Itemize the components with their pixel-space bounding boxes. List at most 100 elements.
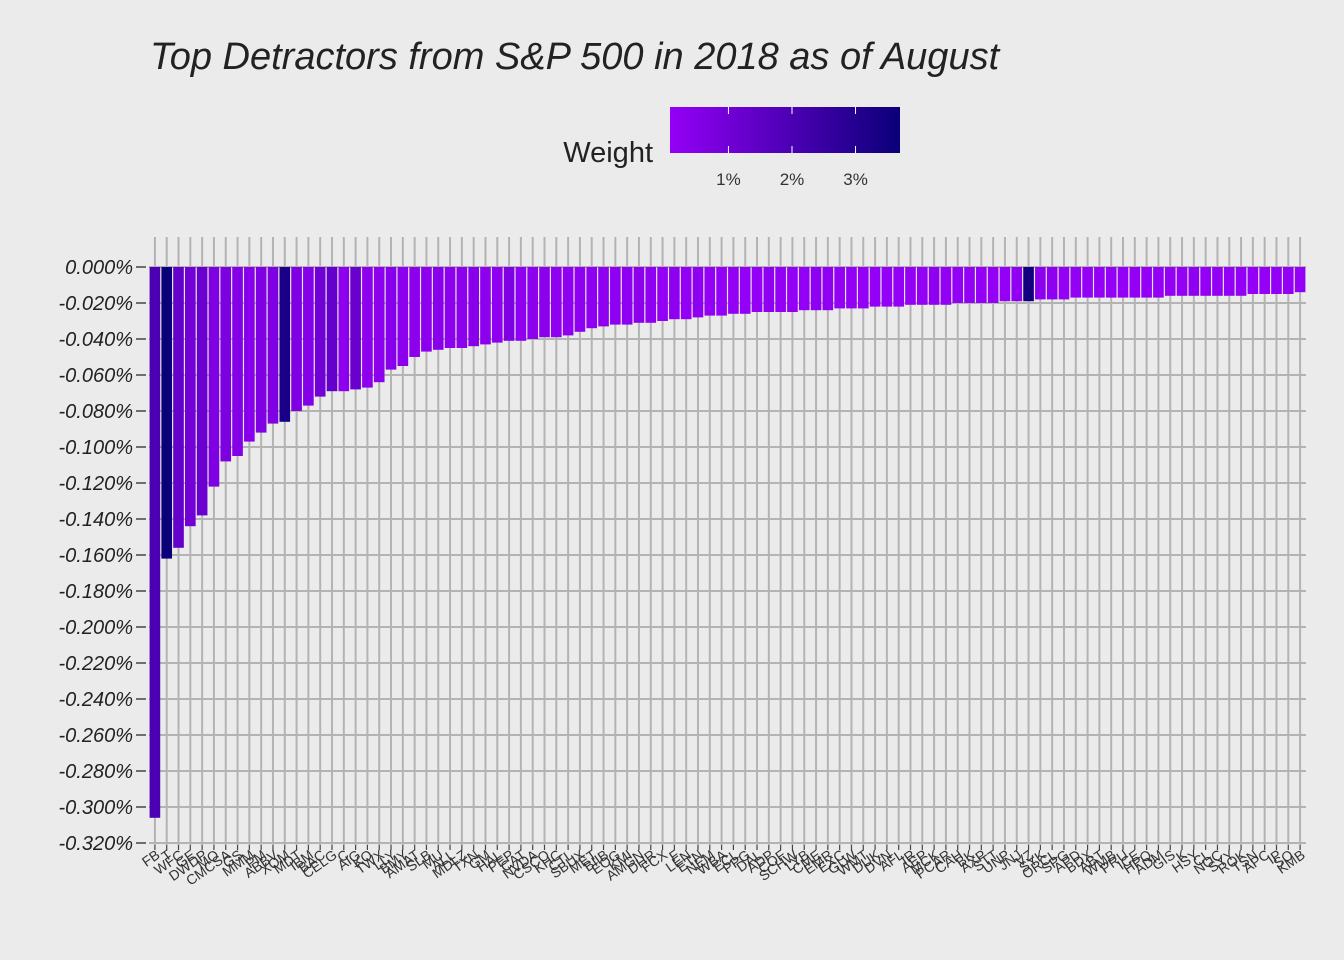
y-tick-label: -0.100% — [59, 437, 134, 459]
bar-mck — [928, 267, 940, 305]
bar-etn — [692, 267, 704, 318]
bar-len — [680, 267, 692, 320]
y-tick-label: -0.260% — [59, 725, 134, 747]
bar-pm — [255, 267, 267, 433]
bar-apc — [1259, 267, 1270, 294]
bar-celg — [326, 267, 338, 392]
bar-slb — [421, 267, 432, 352]
y-tick-label: -0.240% — [59, 689, 134, 711]
bar-bmy — [397, 267, 409, 366]
bar-ibm — [303, 267, 314, 406]
bar-cme — [810, 267, 822, 311]
bar-unp — [999, 267, 1011, 302]
bar-vz — [1023, 267, 1034, 302]
y-tick-label: 0.000% — [65, 257, 133, 279]
bar-gm — [480, 267, 491, 345]
bar-bdx — [1082, 267, 1093, 298]
bar-dal — [751, 267, 763, 312]
legend-tick-label: 1% — [716, 170, 741, 189]
bar-f — [669, 267, 680, 320]
bar-dhr — [645, 267, 657, 323]
bar-ppg — [739, 267, 751, 314]
y-tick-label: -0.220% — [59, 653, 134, 675]
bar-cah — [952, 267, 964, 303]
y-tick-label: -0.040% — [59, 329, 134, 351]
bar-pep — [503, 267, 515, 341]
legend-ticks: 1% 2% 3% — [716, 107, 868, 189]
bar-exc — [834, 267, 845, 309]
bar-lly — [385, 267, 397, 370]
bar-cof — [775, 267, 786, 312]
bar-wba — [716, 267, 727, 316]
bar-aep — [916, 267, 928, 305]
bar-pcar — [940, 267, 952, 305]
bar-lyb — [798, 267, 810, 311]
bar-schw — [787, 267, 798, 312]
bar-kmi — [621, 267, 633, 325]
bar-fb — [149, 267, 161, 818]
bar-ge — [185, 267, 196, 527]
bar-hsy — [1188, 267, 1200, 296]
bar-dvn — [881, 267, 893, 307]
bar-cl — [1200, 267, 1211, 296]
bar-wmt — [857, 267, 869, 309]
bar-mmm — [244, 267, 255, 442]
bar-c — [338, 267, 350, 392]
y-tick-label: -0.180% — [59, 581, 134, 603]
bars — [149, 267, 1306, 818]
bar-apd — [1070, 267, 1082, 298]
y-tick-label: -0.060% — [59, 365, 134, 387]
y-tick-label: -0.320% — [59, 833, 134, 855]
bar-orcl — [1046, 267, 1058, 300]
bar-amgn — [633, 267, 645, 323]
bar-spg — [1058, 267, 1070, 300]
bar-twx — [373, 267, 385, 383]
bar-met — [586, 267, 598, 329]
chart-title: Top Detractors from S&P 500 in 2018 as o… — [150, 36, 1001, 78]
bar-bac — [314, 267, 326, 397]
bar-ctl — [562, 267, 574, 336]
y-tick-label: -0.020% — [59, 293, 134, 315]
bar-so — [1282, 267, 1294, 294]
bar-rok — [1235, 267, 1247, 296]
bar-ir — [905, 267, 916, 305]
bar-mdt — [291, 267, 302, 411]
bar-stt — [987, 267, 999, 303]
bar-pru — [1117, 267, 1129, 298]
y-tick-label: -0.200% — [59, 617, 134, 639]
bar-abt — [1094, 267, 1105, 298]
bar-txn — [468, 267, 479, 347]
bar-syy — [1223, 267, 1235, 296]
bar-bk — [964, 267, 975, 303]
bar-kmb — [1294, 267, 1306, 293]
bar-tsn — [1247, 267, 1259, 294]
bar-hpq — [1141, 267, 1152, 298]
y-axis: 0.000% -0.020% -0.040% -0.060% -0.080% -0.100… — [59, 257, 146, 855]
bar-biib — [598, 267, 609, 327]
bar-aig — [350, 267, 361, 390]
bar-adp — [763, 267, 775, 312]
bar-eog — [610, 267, 621, 325]
bar-ko — [362, 267, 373, 388]
bar-mo — [208, 267, 220, 487]
bar-ecl — [728, 267, 739, 314]
bar-sbux — [574, 267, 586, 332]
bar-noc — [1212, 267, 1223, 296]
bar-k — [1176, 267, 1188, 296]
bar-fcx — [657, 267, 668, 321]
legend-tick-label: 2% — [780, 170, 805, 189]
bar-mdlz — [456, 267, 468, 348]
bar-emr — [822, 267, 834, 311]
y-tick-label: -0.080% — [59, 401, 134, 423]
bar-glw — [846, 267, 857, 309]
bar-t — [161, 267, 173, 559]
bar-cmcsa — [220, 267, 232, 462]
bar-dwdp — [196, 267, 208, 516]
bar-nem — [704, 267, 716, 316]
bar-amat — [409, 267, 420, 357]
bar-adm — [1153, 267, 1164, 298]
bar-gis — [1164, 267, 1176, 296]
bar-afl — [893, 267, 905, 307]
y-tick-label: -0.140% — [59, 509, 134, 531]
